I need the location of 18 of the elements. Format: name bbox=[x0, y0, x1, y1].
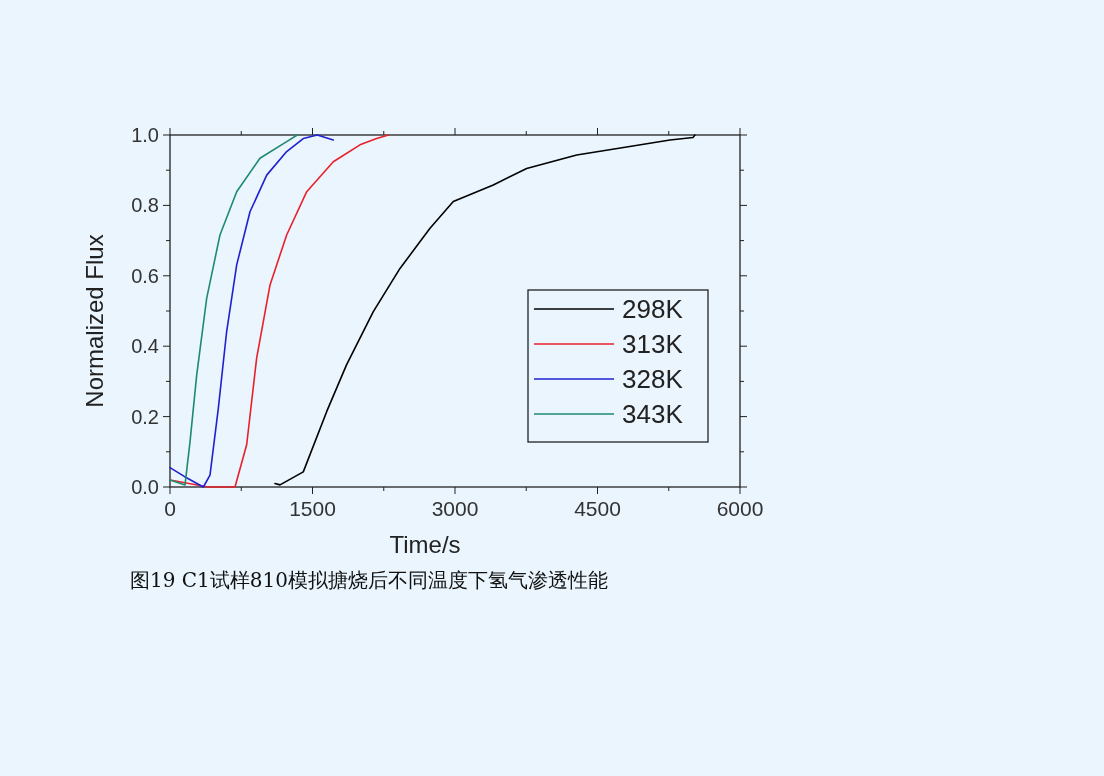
x-tick-label: 4500 bbox=[574, 497, 621, 520]
x-tick-label: 6000 bbox=[716, 497, 764, 520]
y-axis-title: Normalized Flux bbox=[81, 234, 108, 408]
y-tick-label: 1.0 bbox=[131, 124, 159, 146]
x-tick-label: 3000 bbox=[431, 497, 479, 520]
y-tick-label: 0.4 bbox=[131, 335, 159, 358]
x-tick-label: 1500 bbox=[289, 497, 336, 520]
y-tick-label: 0.0 bbox=[131, 476, 159, 498]
legend-label: 328K bbox=[622, 364, 684, 394]
y-tick-label: 0.8 bbox=[131, 194, 159, 217]
x-tick-label: 0 bbox=[164, 497, 176, 520]
legend-label: 343K bbox=[622, 399, 684, 429]
legend-label: 298K bbox=[622, 294, 684, 324]
legend-label: 313K bbox=[622, 329, 684, 359]
y-tick-label: 0.6 bbox=[131, 264, 159, 287]
x-axis-title: Time/s bbox=[389, 531, 461, 558]
caption: 图19 C1试样810模拟搪烧后不同温度下氢气渗透性能 bbox=[130, 568, 609, 592]
y-tick-label: 0.2 bbox=[131, 405, 159, 428]
